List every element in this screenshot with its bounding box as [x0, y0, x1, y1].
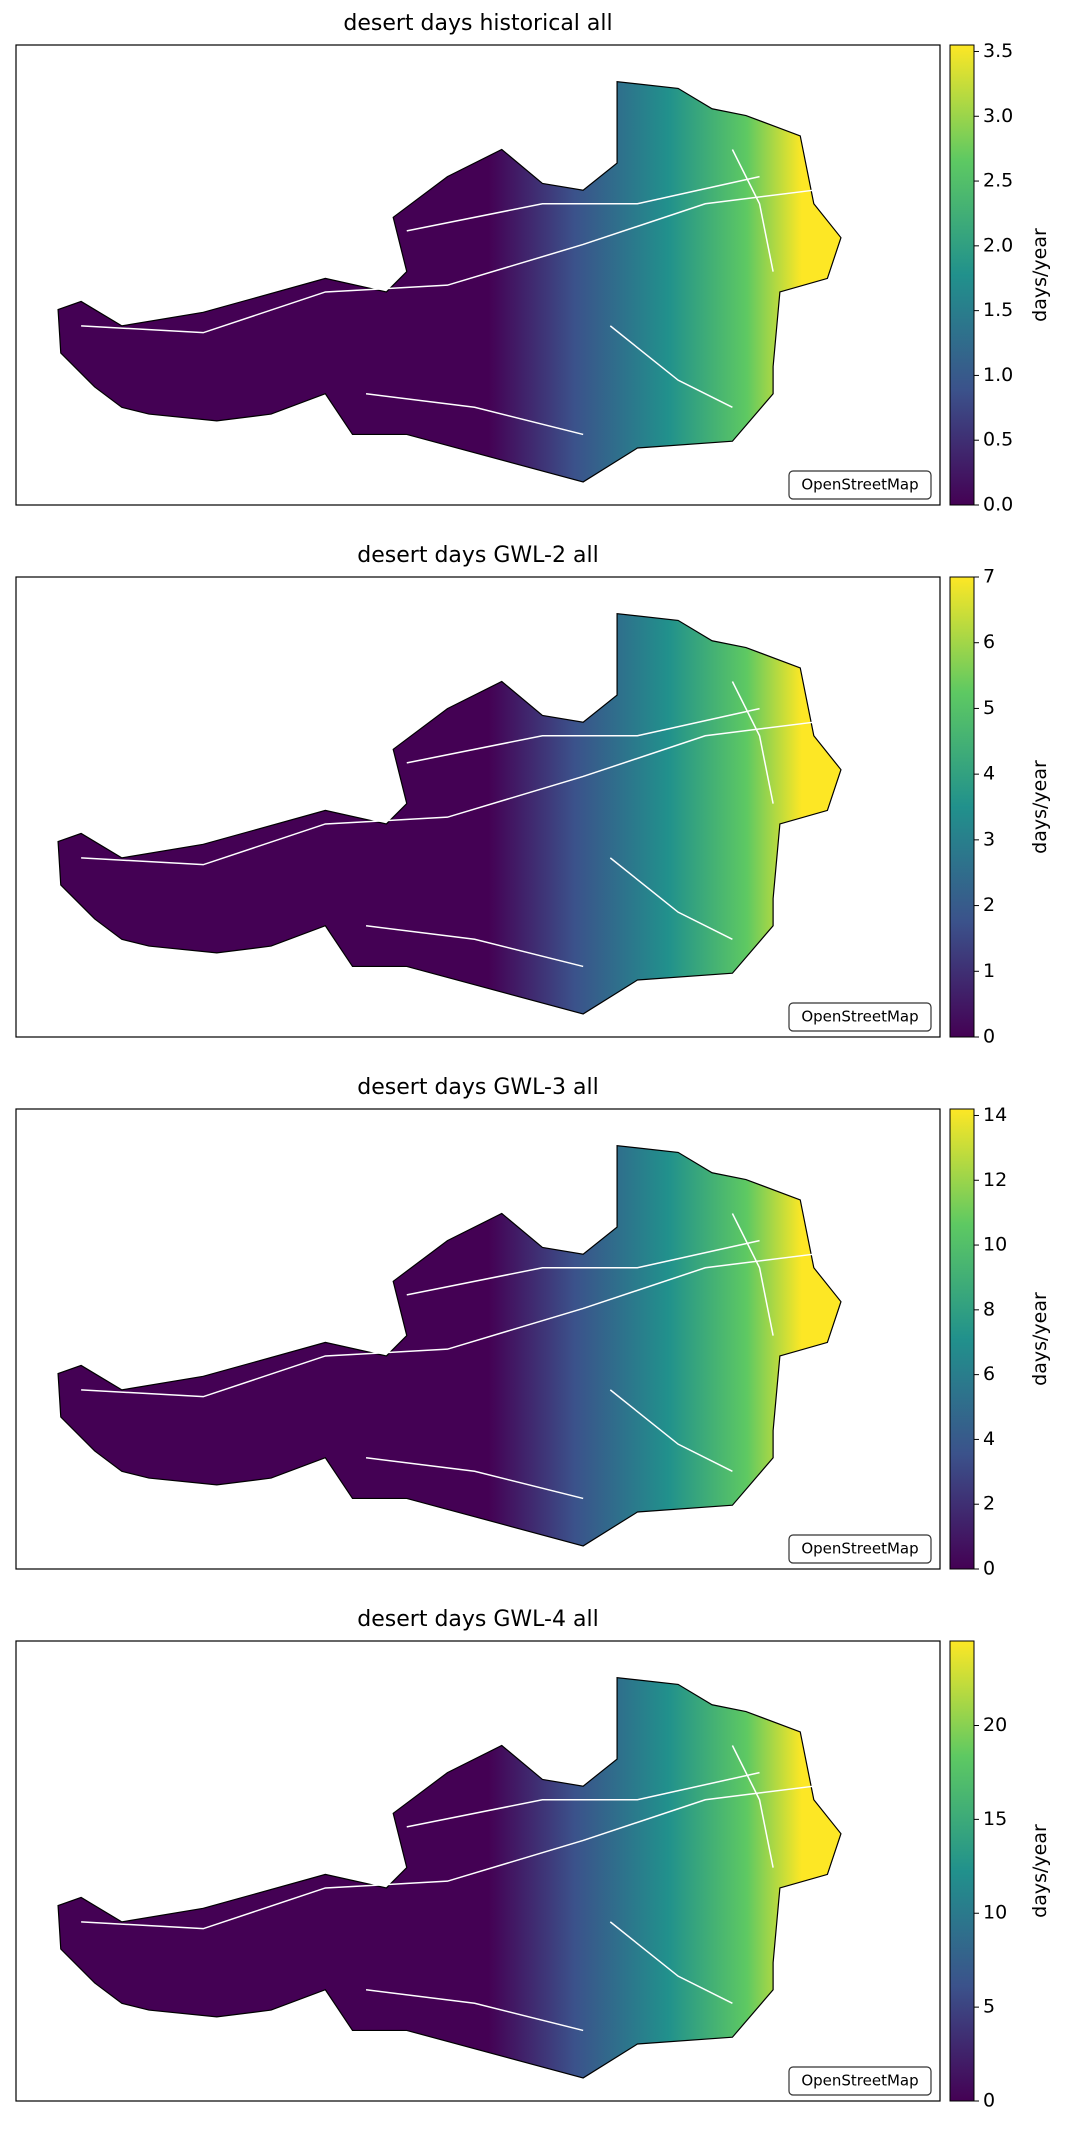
colorbar — [949, 1640, 975, 2102]
map-region — [57, 612, 842, 1015]
colorbar-tick-label: 3 — [983, 828, 995, 850]
attribution: OpenStreetMap — [801, 2072, 918, 2090]
colorbar-tick-label: 0.5 — [983, 429, 1013, 451]
colorbar-tick-label: 2.0 — [983, 234, 1013, 256]
attribution: OpenStreetMap — [801, 1008, 918, 1026]
river — [365, 1988, 584, 2032]
colorbar-tick-label: 4 — [983, 763, 995, 785]
colorbar — [949, 44, 975, 506]
attribution-box — [788, 1534, 932, 1564]
attribution-box — [788, 1002, 932, 1032]
colorbar-label: days/year — [1029, 1824, 1051, 1918]
colorbar-tick-label: 15 — [983, 1808, 1007, 1830]
colorbar-label: days/year — [1029, 760, 1051, 854]
colorbar-tick-label: 8 — [983, 1298, 995, 1320]
attribution-box — [788, 2066, 932, 2096]
panel: desert days GWL-3 all OpenStreetMap 0 2 4 6 8 1… — [15, 1075, 1051, 1580]
panel-title: desert days historical all — [343, 11, 612, 36]
panel: desert days historical all OpenStreetMap 0… — [15, 11, 1051, 516]
colorbar-tick-label: 3.5 — [983, 40, 1013, 62]
colorbar-tick-label: 6 — [983, 631, 995, 653]
river — [609, 325, 733, 408]
colorbar-tick-label: 5 — [983, 1996, 995, 2018]
river — [406, 1771, 760, 1828]
river — [406, 1239, 760, 1296]
colorbar-tick-label: 2 — [983, 894, 995, 916]
map-region — [57, 1676, 842, 2079]
river — [406, 707, 760, 764]
colorbar-tick-label: 2 — [983, 1493, 995, 1515]
colorbar-tick-label: 3.0 — [983, 105, 1013, 127]
colorbar-tick-label: 0 — [983, 1558, 995, 1580]
attribution: OpenStreetMap — [801, 476, 918, 494]
map-region — [57, 80, 842, 483]
colorbar-label: days/year — [1029, 1292, 1051, 1386]
colorbar — [949, 576, 975, 1038]
colorbar-tick-label: 1.5 — [983, 299, 1013, 321]
colorbar-tick-label: 4 — [983, 1428, 995, 1450]
river — [81, 1785, 814, 1930]
colorbar-tick-label: 10 — [983, 1234, 1007, 1256]
river — [731, 1745, 774, 1868]
colorbar-tick-label: 0.0 — [983, 494, 1013, 516]
river — [609, 1389, 733, 1472]
map-region — [57, 1144, 842, 1547]
colorbar-tick-label: 5 — [983, 697, 995, 719]
attribution-box — [788, 470, 932, 500]
colorbar-tick-label: 0 — [983, 2090, 995, 2112]
colorbar-tick-label: 12 — [983, 1169, 1007, 1191]
colorbar-tick-label: 0 — [983, 1026, 995, 1048]
colorbar-tick-label: 1.0 — [983, 364, 1013, 386]
river — [81, 721, 814, 866]
river — [365, 1456, 584, 1500]
colorbar-tick-label: 6 — [983, 1363, 995, 1385]
attribution: OpenStreetMap — [801, 1540, 918, 1558]
colorbar-tick-label: 20 — [983, 1714, 1007, 1736]
river — [81, 189, 814, 334]
panel-title: desert days GWL-4 all — [357, 1607, 598, 1632]
river — [81, 1253, 814, 1398]
colorbar-tick-label: 1 — [983, 960, 995, 982]
colorbar-tick-label: 14 — [983, 1104, 1007, 1126]
colorbar-tick-label: 7 — [983, 566, 995, 588]
panel-title: desert days GWL-3 all — [357, 1075, 598, 1100]
river — [365, 924, 584, 968]
river — [406, 175, 760, 232]
river — [365, 392, 584, 436]
colorbar-label: days/year — [1029, 228, 1051, 322]
panel-title: desert days GWL-2 all — [357, 543, 598, 568]
panel: desert days GWL-2 all OpenStreetMap 0 1 2 3 4 5… — [15, 543, 1051, 1048]
river — [609, 857, 733, 940]
river — [731, 1213, 774, 1336]
panel: desert days GWL-4 all OpenStreetMap 0 5 10 15… — [15, 1607, 1051, 2112]
colorbar — [949, 1108, 975, 1570]
river — [731, 149, 774, 272]
colorbar-tick-label: 2.5 — [983, 170, 1013, 192]
river — [731, 681, 774, 804]
river — [609, 1921, 733, 2004]
colorbar-tick-label: 10 — [983, 1902, 1007, 1924]
